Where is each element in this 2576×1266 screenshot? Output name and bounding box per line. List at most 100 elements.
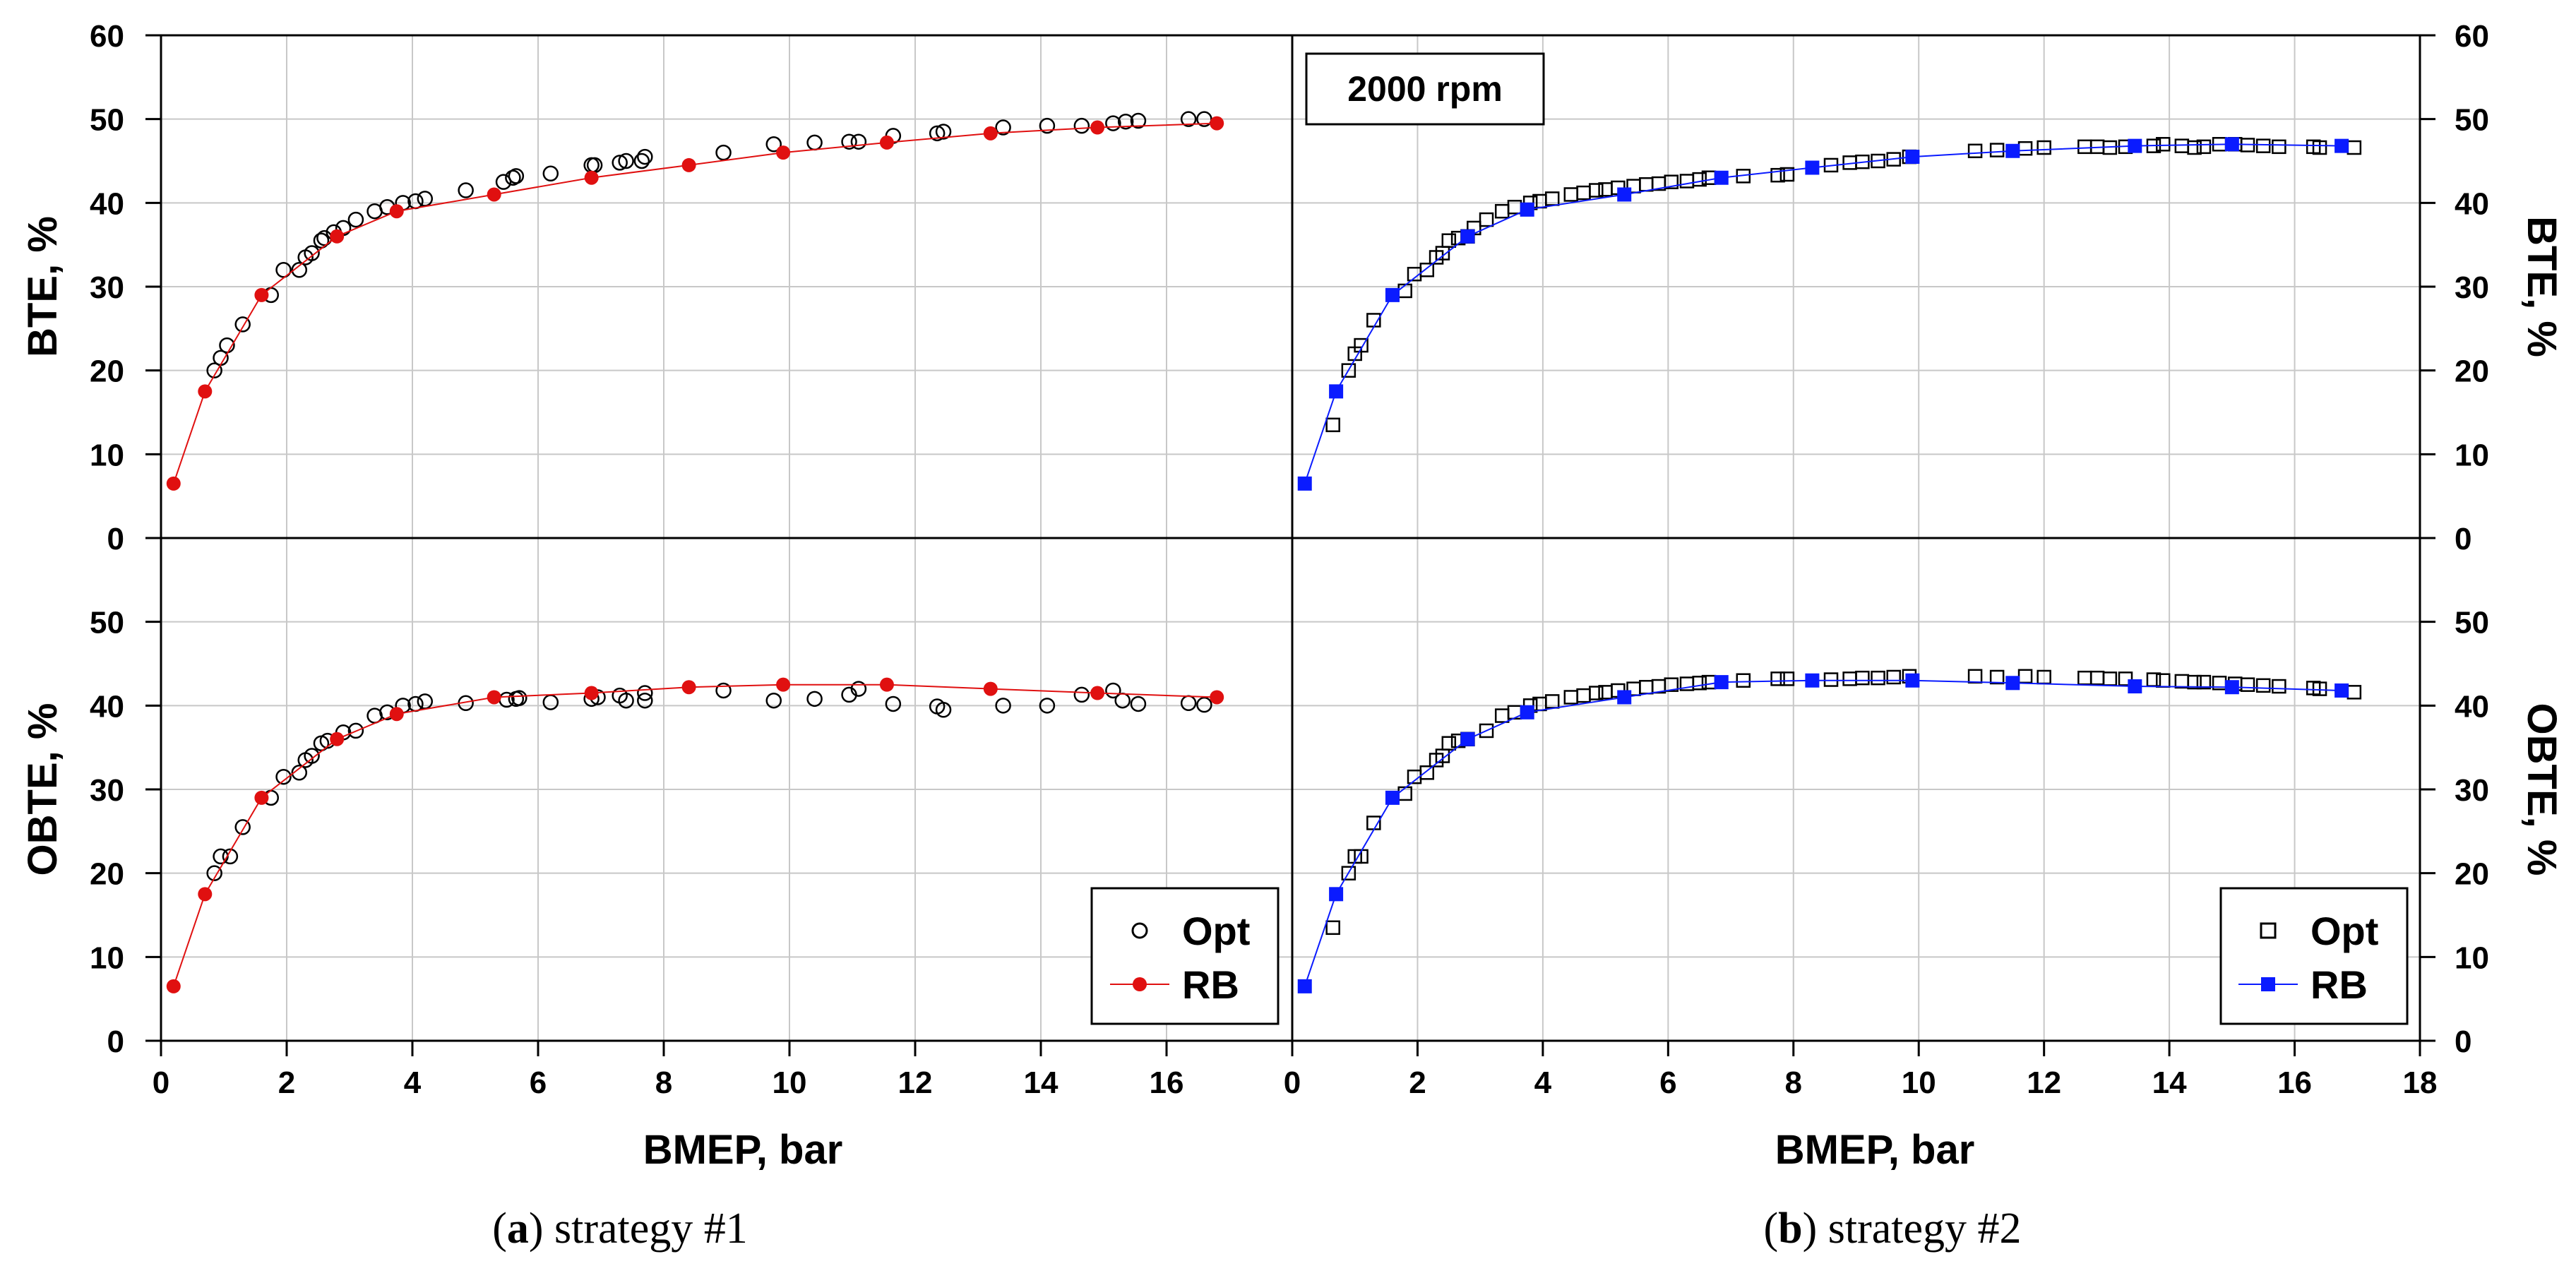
data-point-rb-bottom-right (2334, 683, 2349, 698)
y-axis-title-right-bottom: OBTE, % (2519, 703, 2565, 876)
data-point-opt-top-left (935, 124, 952, 140)
data-point-rb-top-left (166, 476, 181, 491)
annotation-box (1305, 52, 1545, 126)
data-point-rb-bottom-right (2128, 679, 2142, 694)
data-point-opt-bottom-right (2196, 674, 2212, 690)
data-point-opt-bottom-left (542, 694, 559, 710)
y-tick-label-right-bottom: 10 (2455, 940, 2489, 975)
data-point-rb-top-left (584, 170, 599, 185)
data-point-opt-bottom-left (206, 865, 222, 881)
data-point-rb-bottom-right (1905, 673, 1920, 688)
data-point-opt-bottom-right (2174, 674, 2190, 689)
data-point-rb-top-left (330, 229, 345, 244)
data-point-opt-top-right (1479, 212, 1494, 227)
data-point-opt-bottom-left (618, 692, 634, 709)
data-point-opt-top-right (2174, 138, 2190, 153)
legend-left-rb-label: RB (1182, 962, 1239, 1007)
y-tick-label-right-bottom: 20 (2455, 857, 2489, 892)
y-tick-label-left-top: 60 (90, 19, 124, 54)
x-axis-title-right: BMEP, bar (1775, 1127, 1975, 1173)
data-point-rb-bottom-right (1297, 979, 1312, 993)
data-point-opt-bottom-right (1598, 685, 1613, 700)
data-point-opt-top-right (2312, 140, 2327, 155)
data-point-opt-top-right (1967, 143, 1983, 159)
x-tick-label-left: 2 (278, 1065, 295, 1100)
data-point-rb-top-right (1385, 287, 1400, 302)
y-tick-label-right-bottom: 30 (2455, 773, 2489, 808)
data-point-rb-bottom-right (1714, 675, 1729, 690)
data-point-opt-bottom-right (1576, 688, 1591, 703)
data-point-opt-top-left (586, 157, 603, 174)
x-tick-label-right: 18 (2403, 1065, 2438, 1100)
x-tick-label-right: 8 (1785, 1065, 1802, 1100)
data-point-opt-bottom-right (1736, 673, 1751, 688)
data-point-rb-top-right (1329, 384, 1344, 399)
data-point-opt-bottom-right (2312, 681, 2327, 696)
data-point-opt-top-right (1419, 263, 1435, 277)
x-tick-label-left: 16 (1150, 1065, 1184, 1100)
y-tick-label-right-top: 60 (2455, 19, 2489, 54)
x-tick-label-left: 8 (655, 1065, 672, 1100)
data-point-opt-top-left (1180, 111, 1197, 127)
data-point-opt-bottom-left (637, 685, 653, 701)
data-point-rb-bottom-left (166, 979, 181, 993)
data-point-opt-bottom-right (1341, 866, 1356, 880)
data-point-opt-top-left (275, 262, 292, 278)
x-tick-label-left: 6 (530, 1065, 547, 1100)
data-point-opt-bottom-right (2347, 685, 2362, 700)
x-tick-label-left: 12 (898, 1065, 933, 1100)
legend-right: Opt RB (2219, 887, 2409, 1025)
data-point-opt-bottom-right (2272, 679, 2286, 694)
data-point-opt-bottom-right (1842, 671, 1857, 686)
series-line-rb-top-right (1304, 143, 2342, 484)
data-point-opt-top-left (1130, 112, 1147, 129)
data-point-rb-bottom-left (681, 680, 696, 695)
y-tick-label-left-top: 10 (90, 438, 124, 472)
data-point-opt-bottom-right (1639, 679, 1654, 695)
caption-left: (a) strategy #1 (492, 1205, 748, 1253)
x-tick-label-left: 14 (1024, 1065, 1059, 1100)
data-point-rb-bottom-right (1385, 790, 1400, 805)
data-point-opt-top-right (2255, 138, 2271, 153)
data-point-opt-bottom-right (2118, 671, 2133, 686)
y-tick-label-left-bottom: 30 (90, 773, 124, 808)
data-point-opt-bottom-right (1441, 736, 1457, 751)
data-point-rb-bottom-left (776, 677, 791, 692)
data-point-rb-bottom-right (1520, 705, 1534, 719)
data-point-rb-bottom-right (2224, 680, 2239, 695)
data-point-rb-bottom-left (584, 686, 599, 700)
y-tick-label-left-bottom: 20 (90, 857, 124, 892)
legend-right-opt-marker (2260, 922, 2277, 939)
data-point-opt-bottom-left (850, 681, 867, 697)
data-point-opt-top-right (2077, 139, 2092, 155)
data-point-rb-bottom-right (1617, 690, 1632, 705)
data-point-opt-bottom-left (1196, 696, 1212, 713)
data-point-opt-top-left (508, 168, 525, 184)
y-tick-label-left-bottom: 0 (107, 1025, 124, 1059)
data-point-opt-top-right (2017, 141, 2033, 156)
data-point-rb-bottom-left (1210, 690, 1224, 705)
data-point-opt-top-left (583, 157, 600, 174)
data-point-rb-top-right (2128, 138, 2142, 153)
data-point-opt-bottom-left (1180, 695, 1197, 712)
x-tick-label-left: 4 (404, 1065, 422, 1100)
caption-left-tag: a (507, 1205, 529, 1253)
data-point-rb-top-left (879, 135, 894, 150)
data-point-opt-top-left (850, 133, 867, 150)
y-tick-label-right-top: 10 (2455, 438, 2489, 472)
data-point-opt-top-right (1779, 167, 1795, 182)
data-point-opt-bottom-left (715, 682, 732, 699)
x-axis-title-left: BMEP, bar (643, 1127, 843, 1173)
data-point-opt-top-left (637, 148, 653, 165)
x-tick-label-left: 10 (773, 1065, 807, 1100)
y-axis-title-right-top: BTE, % (2519, 216, 2565, 357)
grid-layer (161, 35, 2420, 1041)
data-point-opt-top-left (219, 337, 235, 354)
data-point-rb-top-left (1210, 116, 1224, 131)
data-point-rb-bottom-left (198, 887, 213, 902)
data-point-rb-top-right (2334, 138, 2349, 153)
x-tick-label-right: 12 (2027, 1065, 2061, 1100)
data-point-opt-bottom-right (1989, 669, 2005, 685)
data-point-opt-bottom-left (304, 748, 320, 764)
